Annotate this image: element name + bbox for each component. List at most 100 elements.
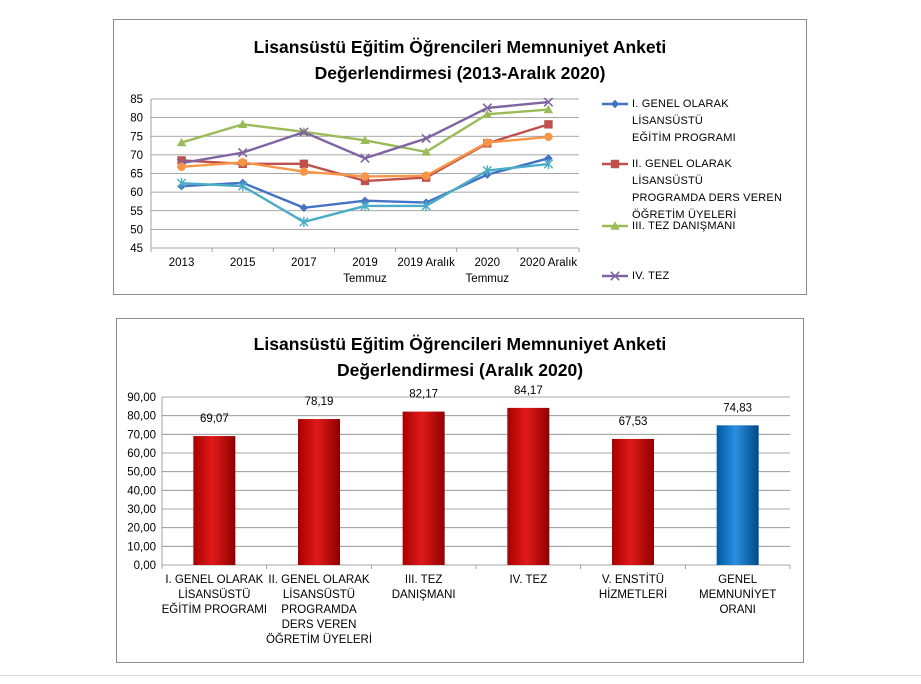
y-tick-label: 70 (130, 150, 143, 162)
data-point (544, 120, 553, 129)
data-point (299, 127, 309, 137)
data-label: 78,19 (305, 396, 334, 408)
x-tick-label: GENEL (718, 574, 758, 586)
y-tick-label: 60,00 (127, 448, 156, 460)
data-label: 84,17 (514, 385, 543, 397)
legend-label: IV. TEZ (632, 270, 670, 282)
bar (402, 411, 445, 565)
data-point (421, 147, 431, 156)
data-point (483, 138, 492, 147)
data-point (176, 177, 187, 189)
x-tick-label: DANIŞMANI (392, 589, 456, 601)
data-point (543, 97, 554, 107)
legend-swatch-marker (610, 221, 620, 230)
data-point (360, 135, 370, 145)
legend-item: I. GENEL OLARAK LİSANSÜSTÜ EĞİTİM PROGRAM… (602, 96, 802, 144)
y-tick-label: 85 (130, 94, 143, 106)
x-tick-label: 2020 (474, 257, 500, 269)
bar-chart-title-line2: Değerlendirmesi (Aralık 2020) (336, 360, 584, 380)
data-point (544, 154, 553, 163)
data-point (421, 200, 431, 212)
y-tick-label: 90,00 (127, 392, 156, 404)
data-point (482, 165, 492, 176)
series-line (181, 100, 549, 165)
data-point (238, 180, 248, 192)
data-label: 82,17 (409, 389, 438, 401)
line-chart-title: Lisansüstü Eğitim Öğrencileri Memnuniyet… (114, 34, 806, 86)
line-chart-title-line2: Değerlendirmesi (2013-Aralık 2020) (314, 63, 606, 83)
x-tick-label: Temmuz (343, 273, 387, 285)
data-point (360, 196, 370, 205)
y-tick-label: 50,00 (127, 467, 156, 479)
x-tick-label: 2019 Aralık (397, 257, 455, 269)
legend-label: II. GENEL OLARAK LİSANSÜSTÜ PROGRAMDA DER… (632, 158, 783, 221)
data-label: 69,07 (200, 413, 229, 425)
data-point (421, 133, 431, 144)
data-point (299, 216, 309, 228)
bar (193, 436, 236, 565)
data-point (360, 153, 370, 163)
legend-swatch (602, 221, 628, 230)
y-tick-label: 60 (130, 187, 143, 199)
x-tick-label: EĞİTİM PROGRAMI (162, 603, 267, 616)
data-point (543, 158, 554, 170)
y-tick-label: 20,00 (127, 523, 156, 535)
y-tick-label: 55 (130, 206, 143, 218)
bar (507, 407, 550, 565)
bar (298, 419, 340, 565)
y-tick-label: 45 (130, 243, 143, 255)
y-tick-label: 80 (130, 113, 143, 125)
data-point (176, 137, 187, 147)
x-tick-label: MEMNUNİYET (699, 588, 776, 601)
y-tick-label: 40,00 (127, 485, 156, 497)
y-tick-label: 65 (130, 169, 143, 181)
data-point (543, 104, 554, 114)
legend-label: I. GENEL OLARAK LİSANSÜSTÜ EĞİTİM PROGRAM… (632, 98, 736, 144)
legend-item: II. GENEL OLARAK LİSANSÜSTÜ PROGRAMDA DER… (602, 156, 802, 221)
data-point (299, 203, 309, 212)
bar-chart-title-line1: Lisansüstü Eğitim Öğrencileri Memnuniyet… (253, 334, 667, 354)
x-tick-label: 2013 (169, 257, 195, 269)
bar-chart-title: Lisansüstü Eğitim Öğrencileri Memnuniyet… (117, 331, 803, 383)
x-tick-label: V. ENSTİTÜ (602, 573, 664, 586)
data-point (482, 103, 493, 113)
bar (716, 425, 759, 565)
data-point (177, 156, 186, 165)
data-point (238, 158, 247, 167)
x-tick-label: I. GENEL OLARAK (165, 574, 263, 586)
x-tick-label: Temmuz (466, 273, 510, 285)
data-point (237, 147, 248, 158)
legend-item: IV. TEZ (602, 268, 802, 316)
data-point (360, 172, 370, 181)
x-tick-label: II. GENEL OLARAK (268, 574, 370, 586)
data-point (482, 109, 492, 118)
line-chart-title-line1: Lisansüstü Eğitim Öğrencileri Memnuniyet… (253, 37, 667, 57)
x-tick-label: LİSANSÜSTÜ (178, 588, 250, 601)
bar-chart-plot: 0,00 10,00 20,00 30,00 40,00 50,00 60,00 70,00 8… (127, 385, 791, 646)
data-point (177, 162, 186, 171)
data-point (360, 176, 370, 186)
legend-swatch-marker (610, 99, 620, 109)
y-tick-label: 50 (130, 224, 143, 236)
data-label: 67,53 (619, 416, 648, 428)
y-tick-label: 75 (130, 131, 143, 143)
x-tick-label: 2017 (291, 257, 317, 269)
x-tick-label: 2019 (352, 257, 378, 269)
line-chart-panel: Lisansüstü Eğitim Öğrencileri Memnuniyet… (113, 19, 807, 295)
y-tick-label: 10,00 (127, 541, 156, 553)
data-point (360, 200, 370, 212)
legend-swatch (602, 99, 628, 109)
x-tick-label: 2020 Aralık (520, 257, 578, 269)
data-point (299, 167, 309, 176)
bar-chart-panel: Lisansüstü Eğitim Öğrencileri Memnuniyet… (116, 318, 804, 663)
line-chart-plot: 45 50 55 60 65 70 75 80 85 2013 2015 2017 2019 Temmuz… (130, 94, 580, 285)
y-tick-label: 0,00 (134, 560, 156, 572)
x-tick-label: DERS VEREN (282, 619, 357, 631)
series-line (181, 108, 549, 154)
x-tick-label: HİZMETLERİ (599, 588, 667, 601)
data-point (238, 119, 248, 129)
data-point (544, 132, 553, 142)
page-divider (0, 675, 921, 676)
x-tick-label: PROGRAMDA (281, 604, 357, 616)
y-tick-label: 30,00 (127, 504, 156, 516)
